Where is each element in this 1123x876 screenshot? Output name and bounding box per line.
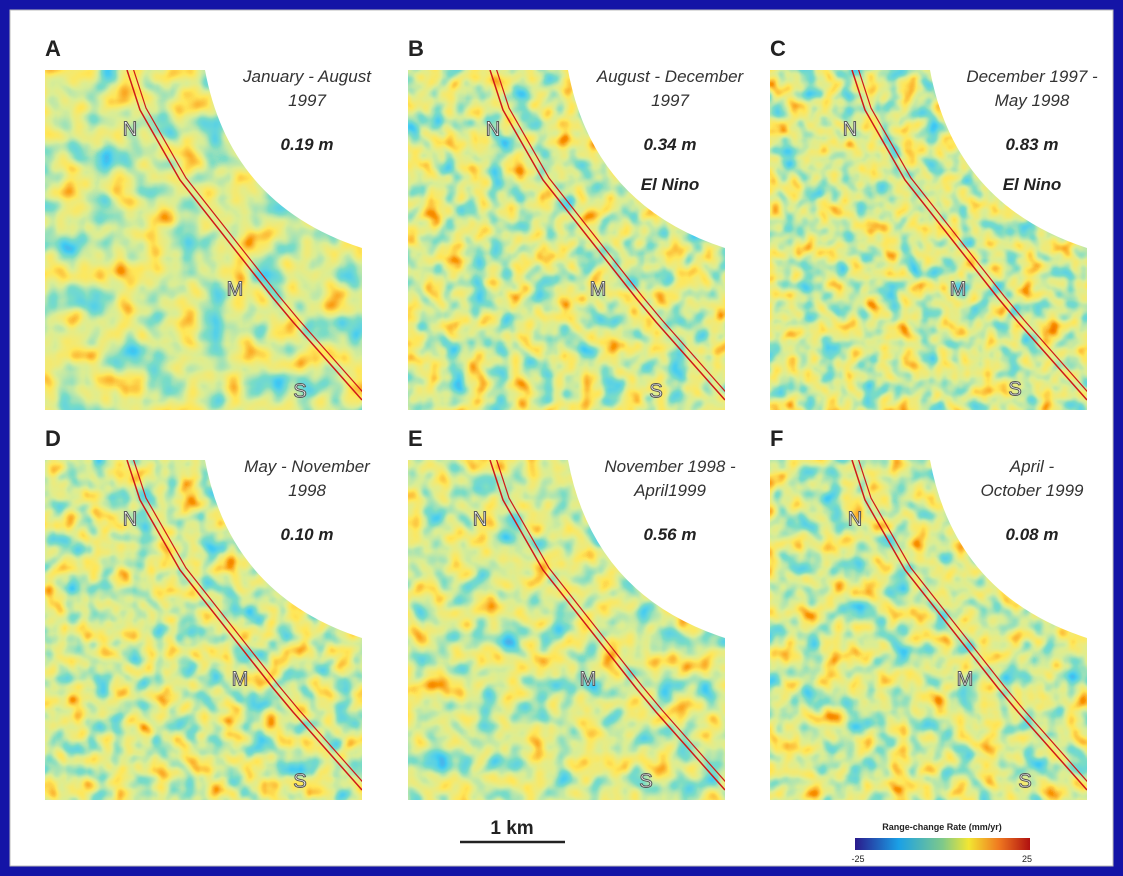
displacement: 0.83 m	[1006, 135, 1059, 154]
site-label: N	[473, 508, 487, 530]
period: November 1998 -	[604, 457, 736, 476]
site-label: S	[649, 380, 662, 402]
period: 1997	[288, 91, 326, 110]
displacement: 0.10 m	[281, 525, 334, 544]
panel-letter: A	[45, 36, 61, 61]
period: 1997	[651, 91, 689, 110]
fault-line	[489, 70, 725, 401]
colorbar-max: 25	[1022, 854, 1032, 864]
note: El Nino	[641, 175, 700, 194]
period: January - August	[242, 67, 372, 86]
site-label: S	[1008, 378, 1021, 400]
site-label: N	[848, 508, 862, 530]
site-label: M	[590, 278, 607, 300]
displacement: 0.34 m	[644, 135, 697, 154]
scale-label: 1 km	[490, 818, 533, 839]
site-label: M	[232, 668, 249, 690]
fault-line	[851, 70, 1087, 401]
colorbar-title: Range-change Rate (mm/yr)	[882, 822, 1002, 832]
period: October 1999	[980, 481, 1084, 500]
period: May - November	[244, 457, 371, 476]
fault-line	[851, 460, 1087, 791]
period: December 1997 -	[966, 67, 1098, 86]
site-label: S	[639, 770, 652, 792]
colorbar-min: -25	[851, 854, 864, 864]
note: El Nino	[1003, 175, 1062, 194]
panel-letter: C	[770, 36, 786, 61]
panel-letter: E	[408, 426, 423, 451]
period: April1999	[633, 481, 706, 500]
displacement: 0.19 m	[281, 135, 334, 154]
displacement: 0.56 m	[644, 525, 697, 544]
site-label: S	[293, 380, 306, 402]
site-label: S	[1018, 770, 1031, 792]
site-label: M	[957, 668, 974, 690]
fault-line	[126, 70, 362, 401]
period: May 1998	[995, 91, 1070, 110]
displacement: 0.08 m	[1006, 525, 1059, 544]
panel-letter: B	[408, 36, 424, 61]
colorbar	[855, 838, 1030, 850]
period: August - December	[596, 67, 745, 86]
fault-line	[126, 460, 362, 791]
site-label: M	[950, 278, 967, 300]
site-label: S	[293, 770, 306, 792]
site-label: M	[580, 668, 597, 690]
site-label: N	[123, 508, 137, 530]
site-label: N	[486, 118, 500, 140]
fault-line	[489, 460, 725, 791]
panel-letter: F	[770, 426, 783, 451]
period: 1998	[288, 481, 326, 500]
panel-letter: D	[45, 426, 61, 451]
site-label: N	[843, 118, 857, 140]
site-label: M	[227, 278, 244, 300]
site-label: N	[123, 118, 137, 140]
period: April -	[1009, 457, 1055, 476]
